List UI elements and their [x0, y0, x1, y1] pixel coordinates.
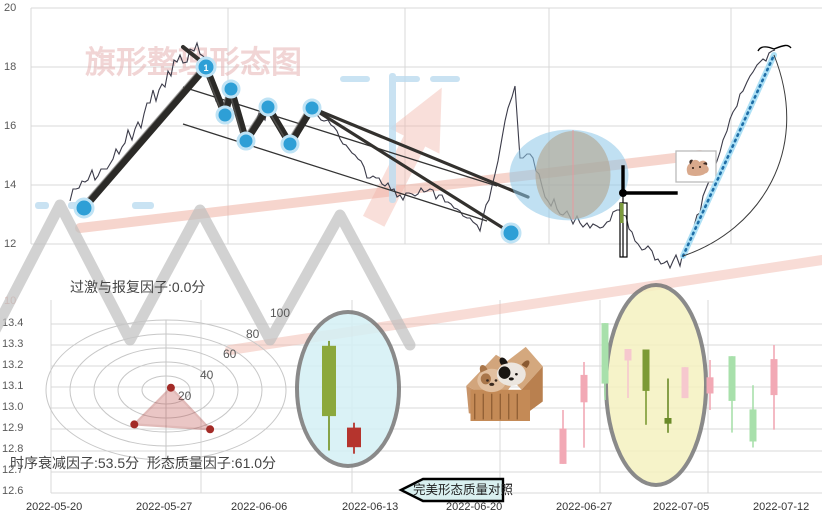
svg-text:完美形态质量对照: 完美形态质量对照 [413, 482, 513, 497]
